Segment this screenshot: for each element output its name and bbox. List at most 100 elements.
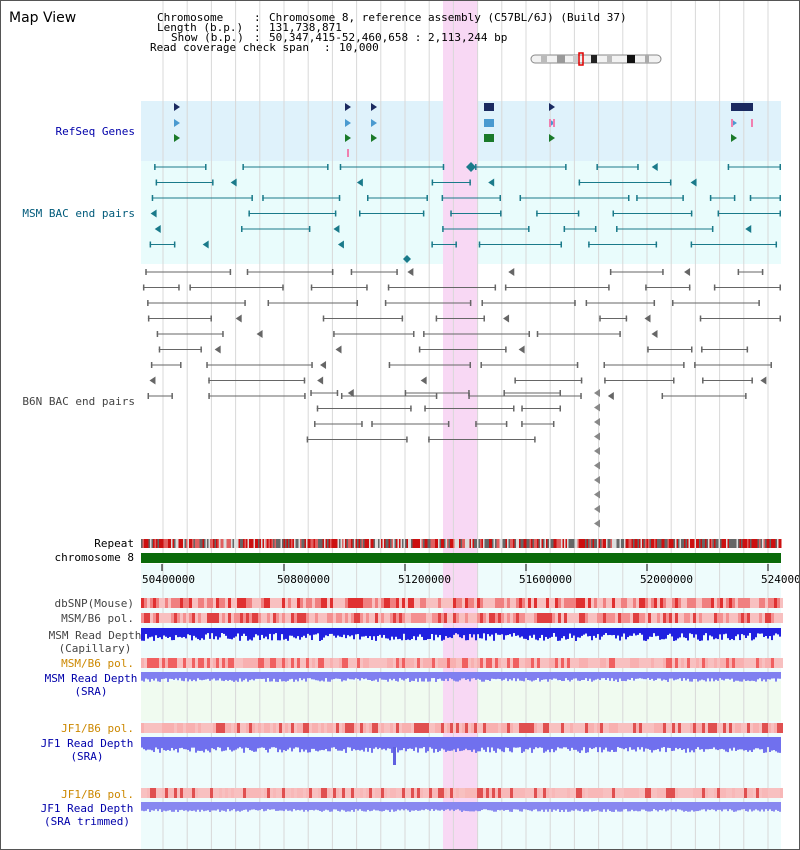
read-depth-bar xyxy=(505,802,507,811)
polymorphism-cell xyxy=(540,613,543,623)
repeat-element xyxy=(501,539,503,548)
read-depth-bar xyxy=(245,672,247,679)
read-depth-bar xyxy=(751,672,753,681)
read-depth-bar xyxy=(419,672,421,679)
read-depth-bar xyxy=(503,672,505,680)
read-depth-bar xyxy=(777,802,779,811)
track-label-msm-b6-pol[interactable]: MSM/B6 pol. xyxy=(61,612,134,625)
read-depth-bar xyxy=(403,737,405,749)
read-depth-bar xyxy=(321,672,323,681)
read-depth-bar xyxy=(751,802,753,812)
read-depth-bar xyxy=(675,628,677,641)
polymorphism-cell xyxy=(267,658,270,668)
read-depth-bar xyxy=(181,737,183,748)
polymorphism-cell xyxy=(741,788,744,798)
track-label-jf1-depth-trim[interactable]: JF1 Read Depth xyxy=(40,802,134,815)
polymorphism-cell xyxy=(321,613,324,623)
repeat-element xyxy=(490,539,492,548)
read-depth-bar xyxy=(611,737,613,750)
read-depth-bar xyxy=(295,628,297,639)
track-label-jf1-b6-pol-2[interactable]: JF1/B6 pol. xyxy=(61,788,134,801)
track-label-chromosome[interactable]: chromosome 8 xyxy=(54,551,134,564)
polymorphism-cell xyxy=(237,723,240,733)
track-label-msm-b6-pol-sra[interactable]: MSM/B6 pol. xyxy=(61,657,134,670)
polymorphism-cell xyxy=(405,598,408,608)
repeat-element xyxy=(328,539,330,548)
read-depth-bar xyxy=(351,737,353,751)
read-depth-bar xyxy=(151,672,153,679)
read-depth-bar xyxy=(257,802,259,811)
read-depth-bar xyxy=(189,737,191,752)
read-depth-bar xyxy=(327,672,329,682)
polymorphism-cell xyxy=(627,788,630,798)
read-depth-bar xyxy=(755,628,757,638)
read-depth-bar xyxy=(141,628,143,641)
read-depth-bar xyxy=(537,672,539,679)
read-depth-bar xyxy=(339,802,341,812)
polymorphism-cell xyxy=(378,613,381,623)
track-label-dbsnp[interactable]: dbSNP(Mouse) xyxy=(54,597,134,610)
track-label-jf1-b6-pol[interactable]: JF1/B6 pol. xyxy=(61,722,134,735)
read-depth-bar xyxy=(525,628,527,639)
read-depth-bar xyxy=(605,672,607,681)
read-depth-bar xyxy=(171,802,173,812)
track-label-b6n-bac[interactable]: B6N BAC end pairs xyxy=(22,395,135,408)
read-depth-bar xyxy=(605,737,607,748)
read-depth-bar xyxy=(499,802,501,811)
bac-end-mark xyxy=(350,269,353,275)
read-depth-bar xyxy=(187,628,189,635)
read-depth-bar xyxy=(587,737,589,753)
track-label-refseq[interactable]: RefSeq Genes xyxy=(55,125,135,138)
polymorphism-cell xyxy=(399,788,402,798)
read-depth-bar xyxy=(677,737,679,750)
polymorphism-cell xyxy=(384,613,387,623)
bac-end-mark xyxy=(147,393,150,399)
polymorphism-cell xyxy=(546,723,549,733)
repeat-element xyxy=(612,539,614,548)
read-depth-bar xyxy=(151,802,153,811)
polymorphism-cell xyxy=(684,723,687,733)
polymorphism-cell xyxy=(576,613,579,623)
read-depth-bar xyxy=(779,672,781,679)
read-depth-bar xyxy=(489,737,491,753)
polymorphism-cell xyxy=(627,723,630,733)
read-depth-bar xyxy=(301,802,303,810)
read-depth-bar xyxy=(725,628,727,634)
read-depth-bar xyxy=(515,672,517,682)
repeat-element xyxy=(544,539,546,548)
bac-end-mark xyxy=(210,315,212,322)
polymorphism-cell xyxy=(660,788,663,798)
read-depth-bar xyxy=(299,802,301,811)
polymorphism-cell xyxy=(606,723,609,733)
read-depth-bar xyxy=(467,672,469,680)
read-depth-bar xyxy=(239,628,241,641)
polymorphism-cell xyxy=(618,658,621,668)
track-label-msm-depth-cap[interactable]: MSM Read Depth xyxy=(48,629,142,642)
polymorphism-cell xyxy=(762,613,765,623)
polymorphism-cell xyxy=(765,788,768,798)
read-depth-bar xyxy=(725,737,727,752)
polymorphism-cell xyxy=(276,658,279,668)
track-label-repeat[interactable]: Repeat xyxy=(94,537,134,550)
polymorphism-cell xyxy=(339,613,342,623)
bac-end-mark xyxy=(552,421,555,427)
repeat-element xyxy=(652,539,654,548)
colon: : xyxy=(254,31,261,44)
repeat-element xyxy=(325,539,327,548)
bac-end-mark xyxy=(469,362,472,368)
polymorphism-cell xyxy=(525,613,528,623)
track-label-msm-depth-sra[interactable]: MSM Read Depth xyxy=(44,672,138,685)
bac-end-mark xyxy=(387,284,390,291)
read-depth-bar xyxy=(331,672,333,680)
polymorphism-cell xyxy=(468,788,471,798)
track-label-msm-bac[interactable]: MSM BAC end pairs xyxy=(22,207,135,220)
track-label-jf1-depth[interactable]: JF1 Read Depth xyxy=(40,737,134,750)
polymorphism-cell xyxy=(222,598,225,608)
read-depth-bar xyxy=(219,628,221,638)
polymorphism-cell xyxy=(573,788,576,798)
read-depth-bar xyxy=(335,672,337,679)
read-depth-bar xyxy=(523,737,525,752)
read-depth-bar xyxy=(469,628,471,635)
polymorphism-cell xyxy=(141,723,144,733)
